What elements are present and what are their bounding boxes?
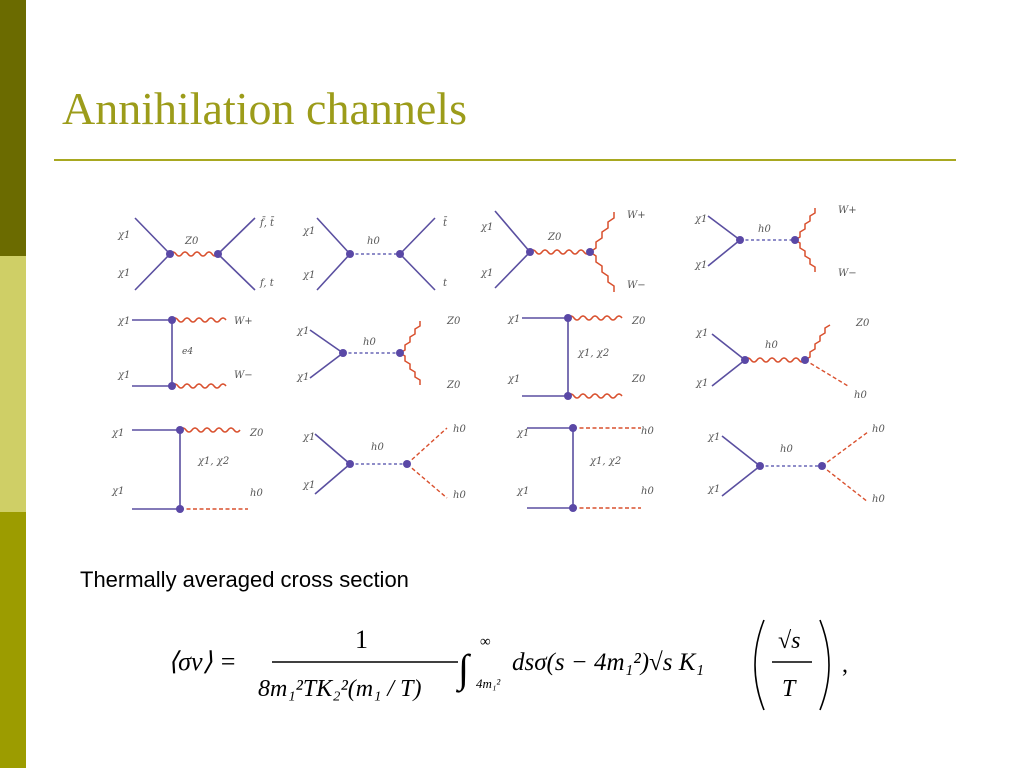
label-chi1-in: χ1: [694, 260, 707, 271]
formula-numerator: 1: [355, 625, 368, 654]
lower-limit: 4m₁²: [476, 676, 501, 691]
label-out-top: Z0: [631, 316, 646, 327]
label-out-bottom: h0: [872, 494, 885, 505]
label-chi1-in: χ1: [302, 432, 315, 443]
label-chi1-in: χ1: [480, 222, 493, 233]
label-chi1-in: χ1: [507, 314, 520, 325]
left-paren: [754, 619, 765, 711]
label-chi1-in: χ1: [117, 370, 130, 381]
label-chi1-in: χ1: [302, 226, 315, 237]
label-chi1-in: χ1: [707, 432, 720, 443]
label-out-top: h0: [641, 426, 654, 437]
label-propagator: h0: [765, 340, 778, 351]
label-out-top: Z0: [855, 318, 870, 329]
label-out-bottom: h0: [453, 490, 466, 501]
label-propagator: e4: [182, 347, 193, 357]
diagram-z-to-ww: χ1 χ1 Z0 W+ W−: [480, 196, 685, 302]
label-out-bottom: W−: [627, 280, 646, 291]
label-chi1-in: χ1: [516, 428, 529, 439]
formula-denominator: 8m₁²TK₂²(m₁ / T): [258, 676, 421, 702]
diagram-higgs-to-zz: χ1 χ1 h0 Z0 Z0: [295, 308, 495, 414]
label-propagator: h0: [371, 442, 384, 453]
label-out-top: W+: [627, 210, 646, 221]
diagram-higgs-to-top: χ1 χ1 h0 t̄ t: [295, 196, 495, 302]
label-out-top: h0: [872, 424, 885, 435]
diagram-higgs-to-zh: χ1 χ1 h0 Z0 h0: [695, 308, 900, 414]
integral-sign: ∫: [455, 646, 472, 693]
label-chi1-in: χ1: [117, 230, 130, 241]
label-propagator: Z0: [184, 236, 199, 247]
diagram-t-channel-hh: χ1 χ1 χ1, χ2 h0 h0: [505, 422, 705, 528]
label-out-top: f̄, t̄: [259, 217, 275, 229]
label-propagator: h0: [363, 337, 376, 348]
label-propagator: h0: [758, 224, 771, 235]
label-chi1-in: χ1: [695, 328, 708, 339]
label-propagator: Z0: [547, 232, 562, 243]
label-chi1-in: χ1: [516, 486, 529, 497]
label-out-bottom: f, t: [259, 278, 275, 289]
label-chi1-in: χ1: [111, 486, 124, 497]
label-propagator: h0: [780, 444, 793, 455]
label-propagator: h0: [367, 236, 380, 247]
label-out-bottom: t: [443, 278, 448, 289]
arg-numerator: √s: [778, 628, 801, 654]
arg-denominator: T: [782, 676, 797, 702]
cross-section-formula: ⟨σv⟩ = 1 8m₁²TK₂²(m₁ / T) ∫ ∞ 4m₁² dsσ(s…: [160, 610, 860, 720]
sidebar-band-bottom: [0, 512, 26, 768]
label-out-bottom: W−: [838, 268, 857, 279]
label-out-bottom: h0: [250, 488, 263, 499]
label-out-top: h0: [453, 424, 466, 435]
label-chi1-in: χ1: [707, 484, 720, 495]
title-underline: [54, 159, 956, 161]
label-out-top: Z0: [249, 428, 264, 439]
section-subtitle: Thermally averaged cross section: [80, 567, 409, 592]
right-paren: [819, 619, 830, 711]
label-out-bottom: h0: [854, 390, 867, 401]
label-chi1-in: χ1: [302, 480, 315, 491]
label-out-top: t̄: [443, 217, 448, 229]
upper-limit: ∞: [480, 634, 491, 650]
diagram-t-channel-ww: χ1 χ1 e4 W+ W−: [110, 308, 310, 414]
label-out-bottom: Z0: [631, 374, 646, 385]
sidebar-band-middle: [0, 256, 26, 512]
diagram-higgs-to-ww: χ1 χ1 h0 W+ W−: [690, 196, 890, 302]
diagram-higgs-to-hh: χ1 χ1 h0 h0 h0: [295, 422, 495, 528]
sidebar-band-top: [0, 0, 26, 256]
formula-lhs: ⟨σv⟩ =: [168, 647, 237, 676]
label-out-top: W+: [234, 316, 253, 327]
label-chi1-in: χ1: [480, 268, 493, 279]
label-chi1-in: χ1: [111, 428, 124, 439]
label-chi1-in: χ1: [296, 326, 309, 337]
label-out-bottom: Z0: [446, 380, 461, 391]
label-out-bottom: h0: [641, 486, 654, 497]
label-chi1-in: χ1: [507, 374, 520, 385]
diagram-t-channel-zh: χ1 χ1 χ1, χ2 Z0 h0: [110, 422, 310, 528]
label-propagator: χ1, χ2: [577, 348, 609, 359]
label-propagator: χ1, χ2: [197, 456, 229, 467]
label-chi1-in: χ1: [117, 316, 130, 327]
feynman-diagram-grid: χ1 χ1 Z0 f̄, t̄ f, t χ1 χ1 h0 t̄ t: [100, 196, 920, 526]
label-chi1-in: χ1: [695, 378, 708, 389]
label-propagator: χ1, χ2: [589, 456, 621, 467]
formula-trailing: ,: [842, 652, 848, 678]
formula-integrand: dsσ(s − 4m₁²)√s K₁: [512, 649, 704, 676]
label-chi1-in: χ1: [302, 270, 315, 281]
label-out-top: W+: [838, 205, 857, 216]
label-chi1-in: χ1: [296, 372, 309, 383]
diagram-z-to-fermions: χ1 χ1 Z0 f̄, t̄ f, t: [110, 196, 310, 302]
label-chi1-in: χ1: [117, 268, 130, 279]
label-out-bottom: W−: [234, 370, 253, 381]
diagram-t-channel-zz: χ1 χ1 χ1, χ2 Z0 Z0: [500, 308, 700, 414]
slide-title: Annihilation channels: [62, 83, 467, 134]
label-out-top: Z0: [446, 316, 461, 327]
label-chi1-in: χ1: [694, 214, 707, 225]
diagram-higgs-to-hh-2: χ1 χ1 h0 h0 h0: [700, 422, 900, 528]
